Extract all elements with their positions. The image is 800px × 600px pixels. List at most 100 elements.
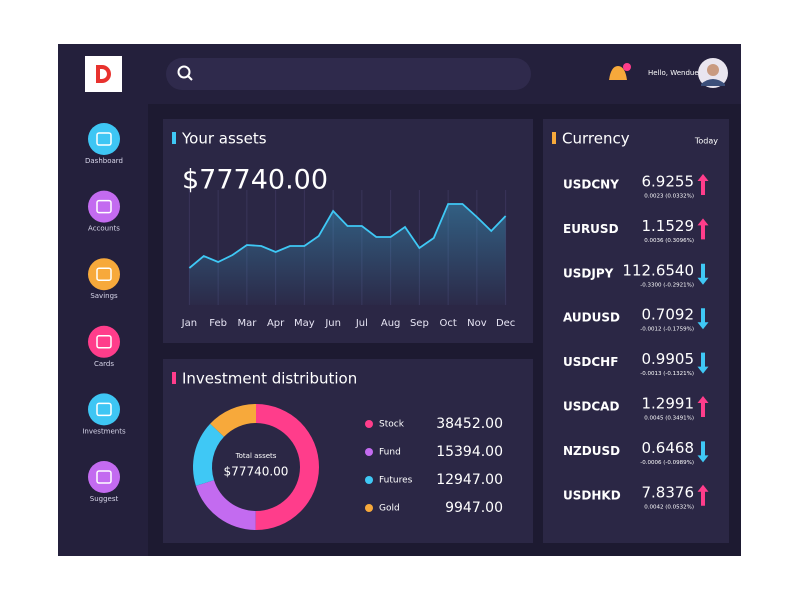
nav-label[interactable]: Investments xyxy=(82,427,126,435)
nav-icon[interactable] xyxy=(88,325,120,358)
x-tick-label: Jan xyxy=(181,318,197,329)
currency-rate: 1.1529 xyxy=(642,217,695,235)
x-tick-label: Jun xyxy=(324,318,341,329)
bell-icon[interactable] xyxy=(609,66,627,80)
donut-chart: Stock 38452.00 Fund 15394.00 Futures 12947.00… xyxy=(193,404,503,530)
currency-rate: 0.6468 xyxy=(642,439,695,457)
currency-change: -0.0006 (-0.0989%) xyxy=(640,460,694,466)
currency-rate: 0.9905 xyxy=(642,350,695,368)
nav-label[interactable]: Suggest xyxy=(90,495,119,503)
greeting: Hello, Wenduer xyxy=(648,69,702,77)
x-tick-label: May xyxy=(294,318,315,329)
trend-arrow xyxy=(697,396,709,417)
x-tick-label: Jul xyxy=(355,318,368,329)
legend-dot xyxy=(365,448,373,456)
currency-change: -0.0012 (-0.1759%) xyxy=(640,327,694,333)
x-tick-label: Feb xyxy=(209,318,227,329)
currency-change: 0.0023 (0.0332%) xyxy=(644,194,694,200)
legend-value: 12947.00 xyxy=(436,472,503,488)
trend-arrow xyxy=(697,218,709,240)
title-accent xyxy=(172,132,176,144)
x-tick-label: Dec xyxy=(496,318,515,329)
nav-label[interactable]: Savings xyxy=(90,292,118,300)
currency-pair[interactable]: EURUSD xyxy=(563,222,619,236)
currency-change: -0.0013 (-0.1321%) xyxy=(640,371,694,377)
donut-center-value: $77740.00 xyxy=(224,465,289,479)
x-tick-label: Sep xyxy=(410,318,429,329)
currency-pair[interactable]: USDJPY xyxy=(563,266,614,280)
legend-dot xyxy=(365,504,373,512)
nav-glyph xyxy=(96,470,112,484)
trend-arrow xyxy=(697,308,709,330)
currency-change: 0.0045 (0.3491%) xyxy=(644,416,694,422)
donut-segment[interactable] xyxy=(255,404,319,530)
area xyxy=(189,204,506,305)
legend-label: Futures xyxy=(379,476,413,486)
line-chart: Jan Feb Mar Apr May Jun Jul Aug Sep Oct Nov Dec xyxy=(181,190,515,329)
logo-mark xyxy=(96,65,111,83)
card-title: Currency xyxy=(562,130,630,148)
currency-change: 0.0042 (0.0532%) xyxy=(644,504,694,510)
currency-rate: 1.2991 xyxy=(642,395,695,413)
x-tick-label: Aug xyxy=(381,318,401,329)
currency-pair[interactable]: USDHKD xyxy=(563,488,621,502)
nav-icon[interactable] xyxy=(88,258,120,291)
nav-icon[interactable] xyxy=(88,123,120,155)
currency-pair[interactable]: USDCAD xyxy=(563,400,619,414)
donut-segment[interactable] xyxy=(195,480,256,530)
legend-label: Stock xyxy=(379,420,405,430)
logo xyxy=(85,56,122,92)
currency-rate: 0.7092 xyxy=(642,306,695,324)
title-accent xyxy=(552,132,556,144)
nav-glyph xyxy=(96,267,112,281)
x-tick-label: Oct xyxy=(439,318,456,329)
nav-glyph xyxy=(96,199,112,214)
trend-arrow xyxy=(697,441,709,463)
legend-dot xyxy=(365,476,373,484)
legend-label: Fund xyxy=(379,448,401,458)
currency-rate: 7.8376 xyxy=(642,483,695,501)
donut-segment[interactable] xyxy=(210,404,256,437)
search-bar[interactable] xyxy=(166,58,531,90)
trend-arrow xyxy=(697,484,709,506)
nav-icon[interactable] xyxy=(88,190,120,223)
title-accent xyxy=(172,372,176,384)
search-icon xyxy=(177,65,191,79)
assets-total: $77740.00 xyxy=(182,165,328,196)
currency-pair[interactable]: USDCNY xyxy=(563,178,619,192)
legend-value: 15394.00 xyxy=(436,444,503,460)
currency-period[interactable]: Today xyxy=(694,137,718,146)
currency-rate: 6.9255 xyxy=(642,173,695,191)
currency-change: 0.0036 (0.3096%) xyxy=(644,238,694,244)
nav-icon[interactable] xyxy=(88,393,120,426)
avatar-face xyxy=(707,64,719,76)
nav-label[interactable]: Accounts xyxy=(88,225,120,233)
nav-icon[interactable] xyxy=(88,461,120,493)
nav-label[interactable]: Dashboard xyxy=(85,157,123,165)
x-tick-label: Nov xyxy=(467,318,487,329)
notification-badge xyxy=(623,63,631,71)
search-icon xyxy=(187,75,193,81)
currency-pair[interactable]: NZDUSD xyxy=(563,444,620,458)
nav-label[interactable]: Cards xyxy=(94,360,114,368)
x-tick-label: Apr xyxy=(267,318,285,329)
trend-arrow xyxy=(697,263,709,285)
currency-rate: 112.6540 xyxy=(622,261,694,279)
trend-arrow xyxy=(697,352,709,374)
sidebar: Dashboard Accounts Savings Cards Investments… xyxy=(82,123,126,503)
donut-segment[interactable] xyxy=(193,423,224,486)
nav-glyph xyxy=(96,132,112,146)
legend-value: 38452.00 xyxy=(436,416,503,432)
avatar-body xyxy=(701,79,725,86)
x-tick-label: Mar xyxy=(237,318,257,329)
nav-glyph xyxy=(96,402,112,417)
legend-value: 9947.00 xyxy=(445,500,503,516)
currency-card xyxy=(543,119,729,543)
currency-pair[interactable]: USDCHF xyxy=(563,355,618,369)
currency-pair[interactable]: AUDUSD xyxy=(563,311,620,325)
card-title: Investment distribution xyxy=(182,370,357,388)
trend-arrow xyxy=(697,174,709,195)
legend-label: Gold xyxy=(379,504,400,514)
